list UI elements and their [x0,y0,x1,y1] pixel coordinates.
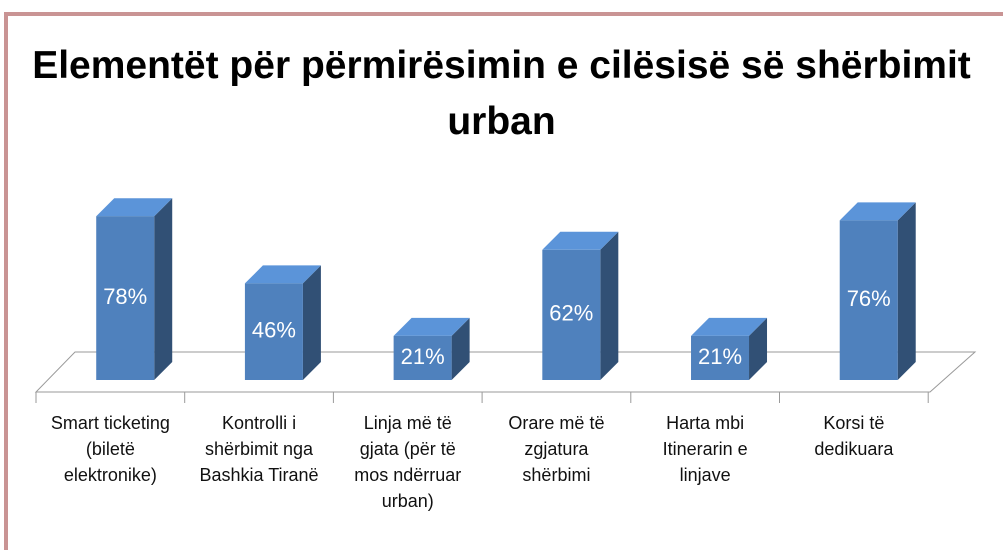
x-tick-label: Korsi të dedikuara [814,413,894,459]
bar [542,249,601,380]
data-label: 21% [401,344,445,369]
chart-title: Elementët për përmirësimin e cilësisë së… [32,44,971,143]
bar [96,216,155,380]
bar-side [451,317,470,380]
floor [34,351,977,393]
bar-side [749,317,768,380]
bar-top [542,231,619,250]
bar-side [600,231,619,380]
bar-side [302,265,321,380]
data-label: 21% [698,344,742,369]
x-tick-label: Harta mbi Itinerarin e linjave [662,413,748,485]
data-label: 62% [549,301,593,326]
bar [691,335,750,380]
x-tick-label: Orare më të zgjatura shërbimi [508,413,605,485]
x-tick-label: Linja më të gjata (për të mos ndërruar u… [354,413,462,511]
bar-top [393,317,470,336]
x-tick-label: Kontrolli i shërbimit nga Bashkia Tiranë [199,413,319,485]
bar [393,335,452,380]
x-tick-label: Smart ticketing (biletë elektronike) [50,413,170,485]
bar-side [154,198,173,380]
bar-top [96,198,173,217]
bar [244,283,303,380]
bar-top [691,317,768,336]
data-label: 78% [103,284,147,309]
data-label: 46% [252,318,296,343]
frame [4,12,1003,550]
bar [839,220,898,380]
bar-top [244,265,321,284]
bar-top [839,202,916,221]
bar-side [897,202,916,380]
data-label: 76% [847,286,891,311]
